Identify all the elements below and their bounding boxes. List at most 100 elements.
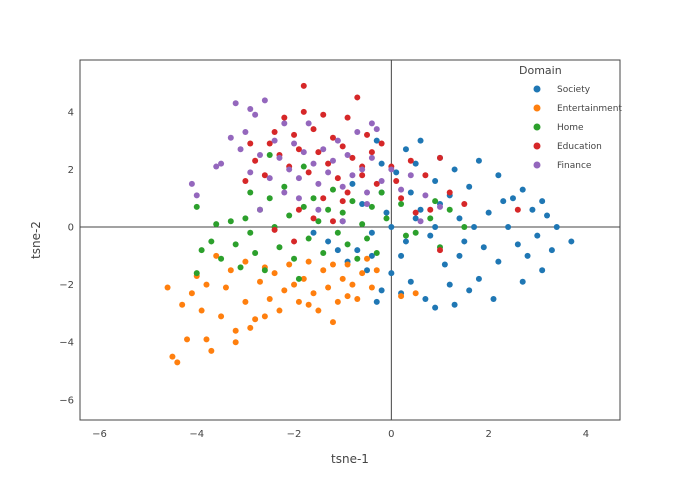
y-tick-label: −2 bbox=[59, 280, 74, 291]
data-point bbox=[315, 218, 322, 225]
legend-item-home[interactable]: Home bbox=[533, 123, 585, 133]
data-point bbox=[466, 183, 473, 190]
data-point bbox=[364, 235, 371, 242]
data-point bbox=[252, 316, 259, 323]
data-point bbox=[437, 203, 443, 210]
data-point bbox=[213, 163, 220, 170]
data-point bbox=[509, 195, 516, 202]
data-point bbox=[242, 215, 249, 222]
data-point bbox=[242, 298, 249, 305]
legend-item-education[interactable]: Education bbox=[533, 142, 602, 152]
data-point bbox=[368, 203, 375, 210]
data-point bbox=[422, 192, 429, 199]
data-point bbox=[378, 140, 385, 147]
data-point bbox=[441, 261, 448, 268]
data-point bbox=[398, 293, 405, 300]
data-point bbox=[291, 238, 298, 245]
data-point bbox=[378, 177, 385, 184]
data-point bbox=[266, 296, 273, 303]
data-point bbox=[383, 215, 390, 222]
data-point bbox=[203, 336, 210, 343]
data-point bbox=[378, 160, 385, 167]
data-point bbox=[310, 160, 317, 167]
y-axis-ticks: −6 −4 −2 0 2 4 bbox=[59, 107, 74, 406]
data-point bbox=[261, 172, 268, 179]
data-point bbox=[456, 252, 463, 259]
data-point bbox=[266, 140, 273, 147]
data-point bbox=[432, 177, 439, 184]
data-point bbox=[407, 189, 414, 196]
data-point bbox=[208, 238, 215, 245]
data-point bbox=[305, 258, 312, 265]
data-point bbox=[412, 160, 419, 167]
data-point bbox=[344, 261, 351, 268]
data-point bbox=[529, 206, 536, 213]
data-point bbox=[519, 186, 526, 193]
data-point bbox=[164, 284, 171, 291]
data-point bbox=[359, 172, 366, 179]
data-point bbox=[242, 177, 249, 184]
data-point bbox=[412, 209, 419, 216]
data-point bbox=[388, 166, 395, 173]
data-point bbox=[325, 206, 332, 213]
data-point bbox=[388, 270, 395, 277]
data-point bbox=[344, 114, 351, 121]
data-point bbox=[315, 206, 322, 213]
y-tick-label: 2 bbox=[68, 165, 74, 176]
data-point bbox=[213, 252, 220, 259]
data-point bbox=[227, 267, 234, 274]
data-point bbox=[193, 270, 200, 277]
data-point bbox=[339, 183, 346, 190]
data-point bbox=[364, 201, 371, 207]
legend-item-entertainment[interactable]: Entertainment bbox=[533, 104, 623, 114]
data-point bbox=[305, 120, 312, 127]
data-point bbox=[407, 172, 414, 179]
series-finance bbox=[188, 97, 443, 225]
data-point bbox=[539, 198, 546, 205]
data-point bbox=[305, 301, 312, 308]
data-point bbox=[432, 198, 439, 205]
data-point bbox=[344, 152, 351, 159]
data-point bbox=[320, 249, 327, 256]
y-tick-label: 0 bbox=[68, 223, 74, 234]
data-point bbox=[329, 134, 336, 141]
data-point bbox=[422, 172, 429, 179]
data-point bbox=[193, 203, 200, 210]
data-point bbox=[373, 126, 380, 133]
data-point bbox=[446, 281, 453, 288]
data-point bbox=[320, 267, 327, 274]
data-point bbox=[349, 198, 356, 205]
data-point bbox=[315, 180, 322, 187]
data-point bbox=[368, 154, 375, 161]
series-home bbox=[193, 152, 468, 282]
data-point bbox=[412, 290, 419, 297]
data-points bbox=[164, 82, 575, 366]
legend-item-society[interactable]: Society bbox=[533, 85, 591, 95]
data-point bbox=[461, 201, 468, 207]
data-point bbox=[295, 206, 302, 213]
data-point bbox=[544, 212, 551, 219]
data-point bbox=[354, 129, 361, 135]
data-point bbox=[451, 301, 458, 308]
data-point bbox=[291, 131, 298, 138]
data-point bbox=[193, 192, 200, 199]
data-point bbox=[378, 189, 385, 196]
data-point bbox=[349, 172, 356, 179]
legend-item-finance[interactable]: Finance bbox=[533, 161, 592, 171]
legend-label: Home bbox=[557, 123, 584, 133]
data-point bbox=[359, 201, 366, 207]
data-point bbox=[553, 224, 560, 231]
data-point bbox=[247, 169, 254, 176]
data-point bbox=[261, 267, 268, 274]
data-point bbox=[344, 241, 351, 248]
data-point bbox=[291, 140, 298, 147]
legend-label: Society bbox=[557, 85, 591, 95]
data-point bbox=[184, 336, 191, 343]
data-point bbox=[257, 206, 263, 213]
legend-label: Education bbox=[557, 142, 602, 152]
data-point bbox=[334, 175, 341, 182]
data-point bbox=[334, 137, 341, 144]
data-point bbox=[247, 324, 254, 331]
data-point bbox=[461, 238, 468, 245]
data-point bbox=[417, 137, 424, 144]
